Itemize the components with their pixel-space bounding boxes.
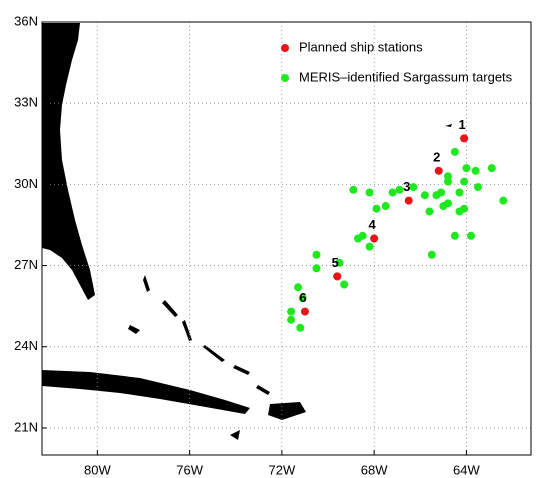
point bbox=[335, 258, 344, 267]
legend-marker bbox=[281, 74, 289, 82]
point bbox=[395, 185, 404, 194]
point bbox=[434, 166, 443, 175]
land bbox=[42, 23, 452, 440]
point bbox=[287, 307, 296, 316]
point bbox=[455, 207, 464, 216]
point bbox=[432, 191, 441, 200]
point bbox=[487, 164, 496, 173]
station-label: 6 bbox=[299, 290, 306, 305]
station-label: 1 bbox=[458, 117, 465, 132]
y-tick-label: 27N bbox=[14, 257, 38, 272]
point bbox=[381, 202, 390, 211]
y-tick-label: 24N bbox=[14, 338, 38, 353]
station-label: 2 bbox=[433, 149, 440, 164]
hispaniola bbox=[268, 402, 306, 420]
point bbox=[354, 234, 363, 243]
point bbox=[427, 250, 436, 259]
legend-label: Planned ship stations bbox=[299, 39, 423, 54]
point bbox=[471, 166, 480, 175]
point bbox=[370, 234, 379, 243]
point bbox=[349, 185, 358, 194]
y-tick-label: 21N bbox=[14, 419, 38, 434]
point bbox=[365, 188, 374, 197]
cuba bbox=[42, 370, 250, 414]
station-label: 3 bbox=[403, 179, 410, 194]
point bbox=[409, 183, 418, 192]
point bbox=[404, 196, 413, 205]
station-label: 4 bbox=[369, 217, 377, 232]
x-tick-label: 80W bbox=[84, 462, 111, 477]
point bbox=[372, 204, 381, 213]
legend-marker bbox=[281, 44, 289, 52]
point bbox=[333, 272, 342, 281]
point bbox=[287, 315, 296, 324]
point bbox=[340, 280, 349, 289]
marks: 1 2 3 4 5 6 bbox=[287, 117, 508, 332]
point bbox=[425, 207, 434, 216]
y-tick-label: 30N bbox=[14, 176, 38, 191]
x-tick-label: 76W bbox=[176, 462, 203, 477]
axes-frame bbox=[41, 21, 532, 456]
point bbox=[467, 231, 476, 240]
point bbox=[473, 183, 482, 192]
point bbox=[296, 323, 305, 332]
point bbox=[294, 283, 303, 292]
point bbox=[365, 242, 374, 251]
x-tick-label: 72W bbox=[269, 462, 296, 477]
point bbox=[420, 191, 429, 200]
y-tick-label: 33N bbox=[14, 95, 38, 110]
point bbox=[462, 164, 471, 173]
point bbox=[312, 264, 321, 273]
point bbox=[460, 134, 469, 143]
point bbox=[388, 188, 397, 197]
x-tick-label: 64W bbox=[453, 462, 480, 477]
point bbox=[439, 202, 448, 211]
point bbox=[460, 177, 469, 186]
point bbox=[298, 294, 307, 303]
point bbox=[499, 196, 508, 205]
y-tick-label: 36N bbox=[14, 13, 38, 28]
legend: Planned ship stations MERIS–identified Sa… bbox=[281, 39, 513, 84]
point bbox=[312, 250, 321, 259]
point bbox=[443, 177, 452, 186]
north-america bbox=[42, 23, 95, 300]
station-label: 5 bbox=[332, 255, 339, 270]
point bbox=[450, 231, 459, 240]
point bbox=[300, 307, 309, 316]
x-tick-label: 68W bbox=[361, 462, 388, 477]
point bbox=[450, 147, 459, 156]
point bbox=[455, 188, 464, 197]
legend-label: MERIS–identified Sargassum targets bbox=[299, 69, 513, 84]
